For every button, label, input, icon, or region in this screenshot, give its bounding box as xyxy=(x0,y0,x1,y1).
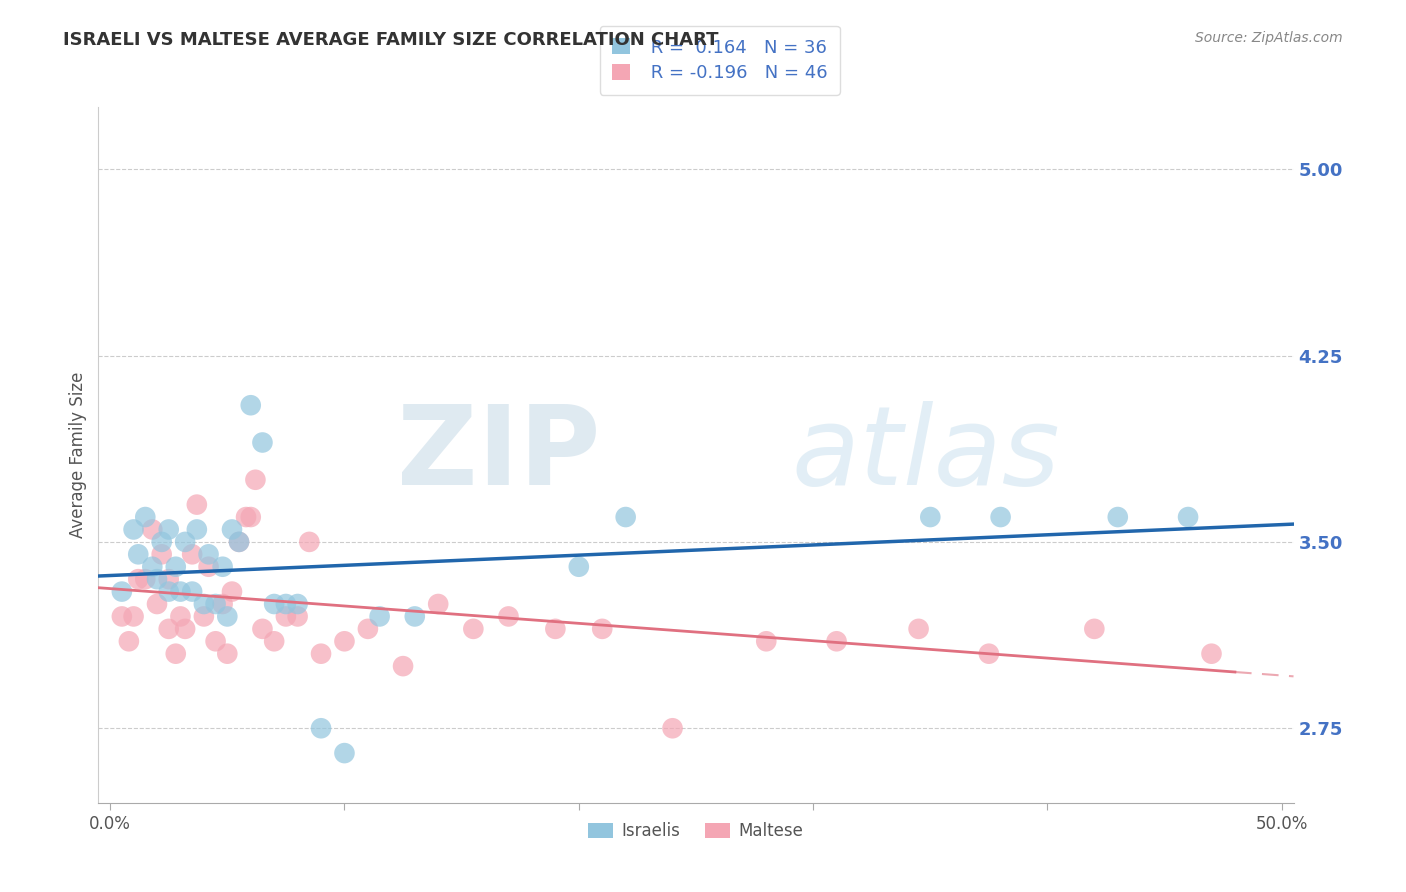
Point xyxy=(197,547,219,561)
Point xyxy=(463,622,485,636)
Point xyxy=(591,622,613,636)
Y-axis label: Average Family Size: Average Family Size xyxy=(69,372,87,538)
Point xyxy=(252,622,274,636)
Point xyxy=(309,647,332,661)
Point xyxy=(165,647,187,661)
Point xyxy=(204,597,226,611)
Point xyxy=(146,597,169,611)
Point xyxy=(186,498,208,512)
Point xyxy=(141,523,163,537)
Point xyxy=(150,535,173,549)
Text: ISRAELI VS MALTESE AVERAGE FAMILY SIZE CORRELATION CHART: ISRAELI VS MALTESE AVERAGE FAMILY SIZE C… xyxy=(63,31,718,49)
Point xyxy=(157,523,180,537)
Point xyxy=(165,559,187,574)
Point xyxy=(309,721,332,735)
Point xyxy=(217,609,239,624)
Point xyxy=(118,634,141,648)
Point xyxy=(1083,622,1105,636)
Point xyxy=(186,523,208,537)
Point xyxy=(134,572,156,586)
Point xyxy=(239,398,262,412)
Point xyxy=(235,510,257,524)
Point xyxy=(825,634,848,648)
Point xyxy=(174,622,197,636)
Point xyxy=(274,609,297,624)
Point xyxy=(127,572,149,586)
Point xyxy=(333,746,356,760)
Point xyxy=(221,523,243,537)
Point xyxy=(368,609,391,624)
Point xyxy=(920,510,942,524)
Point xyxy=(228,535,250,549)
Point xyxy=(157,572,180,586)
Point xyxy=(134,510,156,524)
Point xyxy=(252,435,274,450)
Point xyxy=(217,647,239,661)
Point xyxy=(181,547,204,561)
Point xyxy=(228,535,250,549)
Point xyxy=(141,559,163,574)
Point xyxy=(181,584,204,599)
Point xyxy=(204,634,226,648)
Point xyxy=(1177,510,1199,524)
Point xyxy=(157,622,180,636)
Point xyxy=(169,584,191,599)
Point xyxy=(907,622,929,636)
Point xyxy=(287,609,309,624)
Point xyxy=(544,622,567,636)
Point xyxy=(357,622,380,636)
Point xyxy=(614,510,637,524)
Point xyxy=(111,609,134,624)
Point xyxy=(245,473,267,487)
Point xyxy=(157,584,180,599)
Text: Source: ZipAtlas.com: Source: ZipAtlas.com xyxy=(1195,31,1343,45)
Point xyxy=(197,559,219,574)
Point xyxy=(392,659,415,673)
Point xyxy=(263,634,285,648)
Point xyxy=(990,510,1012,524)
Point xyxy=(111,584,134,599)
Point xyxy=(122,609,145,624)
Point xyxy=(263,597,285,611)
Point xyxy=(661,721,683,735)
Point xyxy=(1107,510,1129,524)
Point xyxy=(755,634,778,648)
Point xyxy=(977,647,1000,661)
Point xyxy=(211,597,233,611)
Text: atlas: atlas xyxy=(792,401,1060,508)
Point xyxy=(333,634,356,648)
Point xyxy=(568,559,591,574)
Legend: Israelis, Maltese: Israelis, Maltese xyxy=(582,815,810,847)
Point xyxy=(239,510,262,524)
Point xyxy=(1201,647,1223,661)
Point xyxy=(498,609,520,624)
Point xyxy=(298,535,321,549)
Point xyxy=(193,597,215,611)
Point xyxy=(127,547,149,561)
Point xyxy=(287,597,309,611)
Point xyxy=(193,609,215,624)
Point xyxy=(274,597,297,611)
Point xyxy=(146,572,169,586)
Point xyxy=(150,547,173,561)
Point xyxy=(169,609,191,624)
Point xyxy=(427,597,450,611)
Point xyxy=(221,584,243,599)
Text: ZIP: ZIP xyxy=(396,401,600,508)
Point xyxy=(122,523,145,537)
Point xyxy=(211,559,233,574)
Point xyxy=(174,535,197,549)
Point xyxy=(404,609,426,624)
